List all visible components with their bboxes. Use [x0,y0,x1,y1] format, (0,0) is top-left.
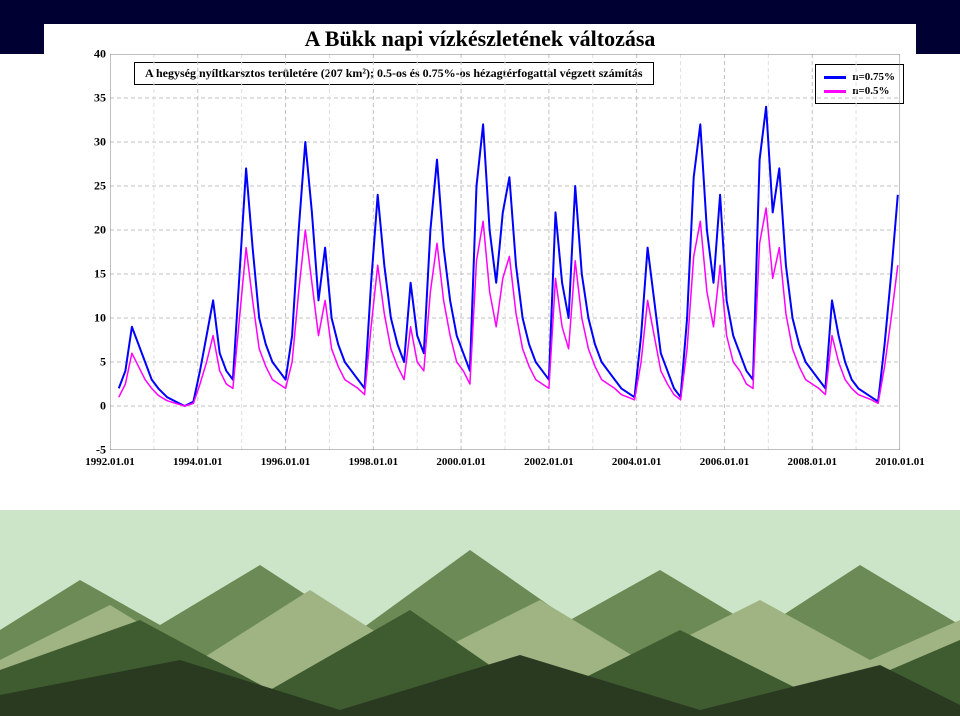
x-tick: 2002.01.01 [524,456,574,468]
y-tick: 5 [84,355,106,370]
x-tick: 2000.01.01 [436,456,486,468]
x-tick: 2010.01.01 [875,456,925,468]
x-tick: 2006.01.01 [700,456,750,468]
chart-plot [110,54,900,450]
x-tick: 2008.01.01 [787,456,837,468]
chart-title: A Bükk napi vízkészletének változása [44,26,916,52]
x-tick: 1992.01.01 [85,456,135,468]
x-tick: 2004.01.01 [612,456,662,468]
x-tick: 1994.01.01 [173,456,223,468]
y-tick: 20 [84,223,106,238]
y-tick: 0 [84,399,106,414]
x-tick: 1998.01.01 [349,456,399,468]
y-tick: 30 [84,135,106,150]
y-tick: 15 [84,267,106,282]
y-tick: 40 [84,47,106,62]
y-tick: 35 [84,91,106,106]
x-tick: 1996.01.01 [261,456,311,468]
y-tick: 10 [84,311,106,326]
y-tick: 25 [84,179,106,194]
y-axis-label: Napi vízkészlet [millió m³] [0,87,1,254]
chart-card: A Bükk napi vízkészletének változása A h… [44,24,916,490]
landscape-background [0,510,960,716]
